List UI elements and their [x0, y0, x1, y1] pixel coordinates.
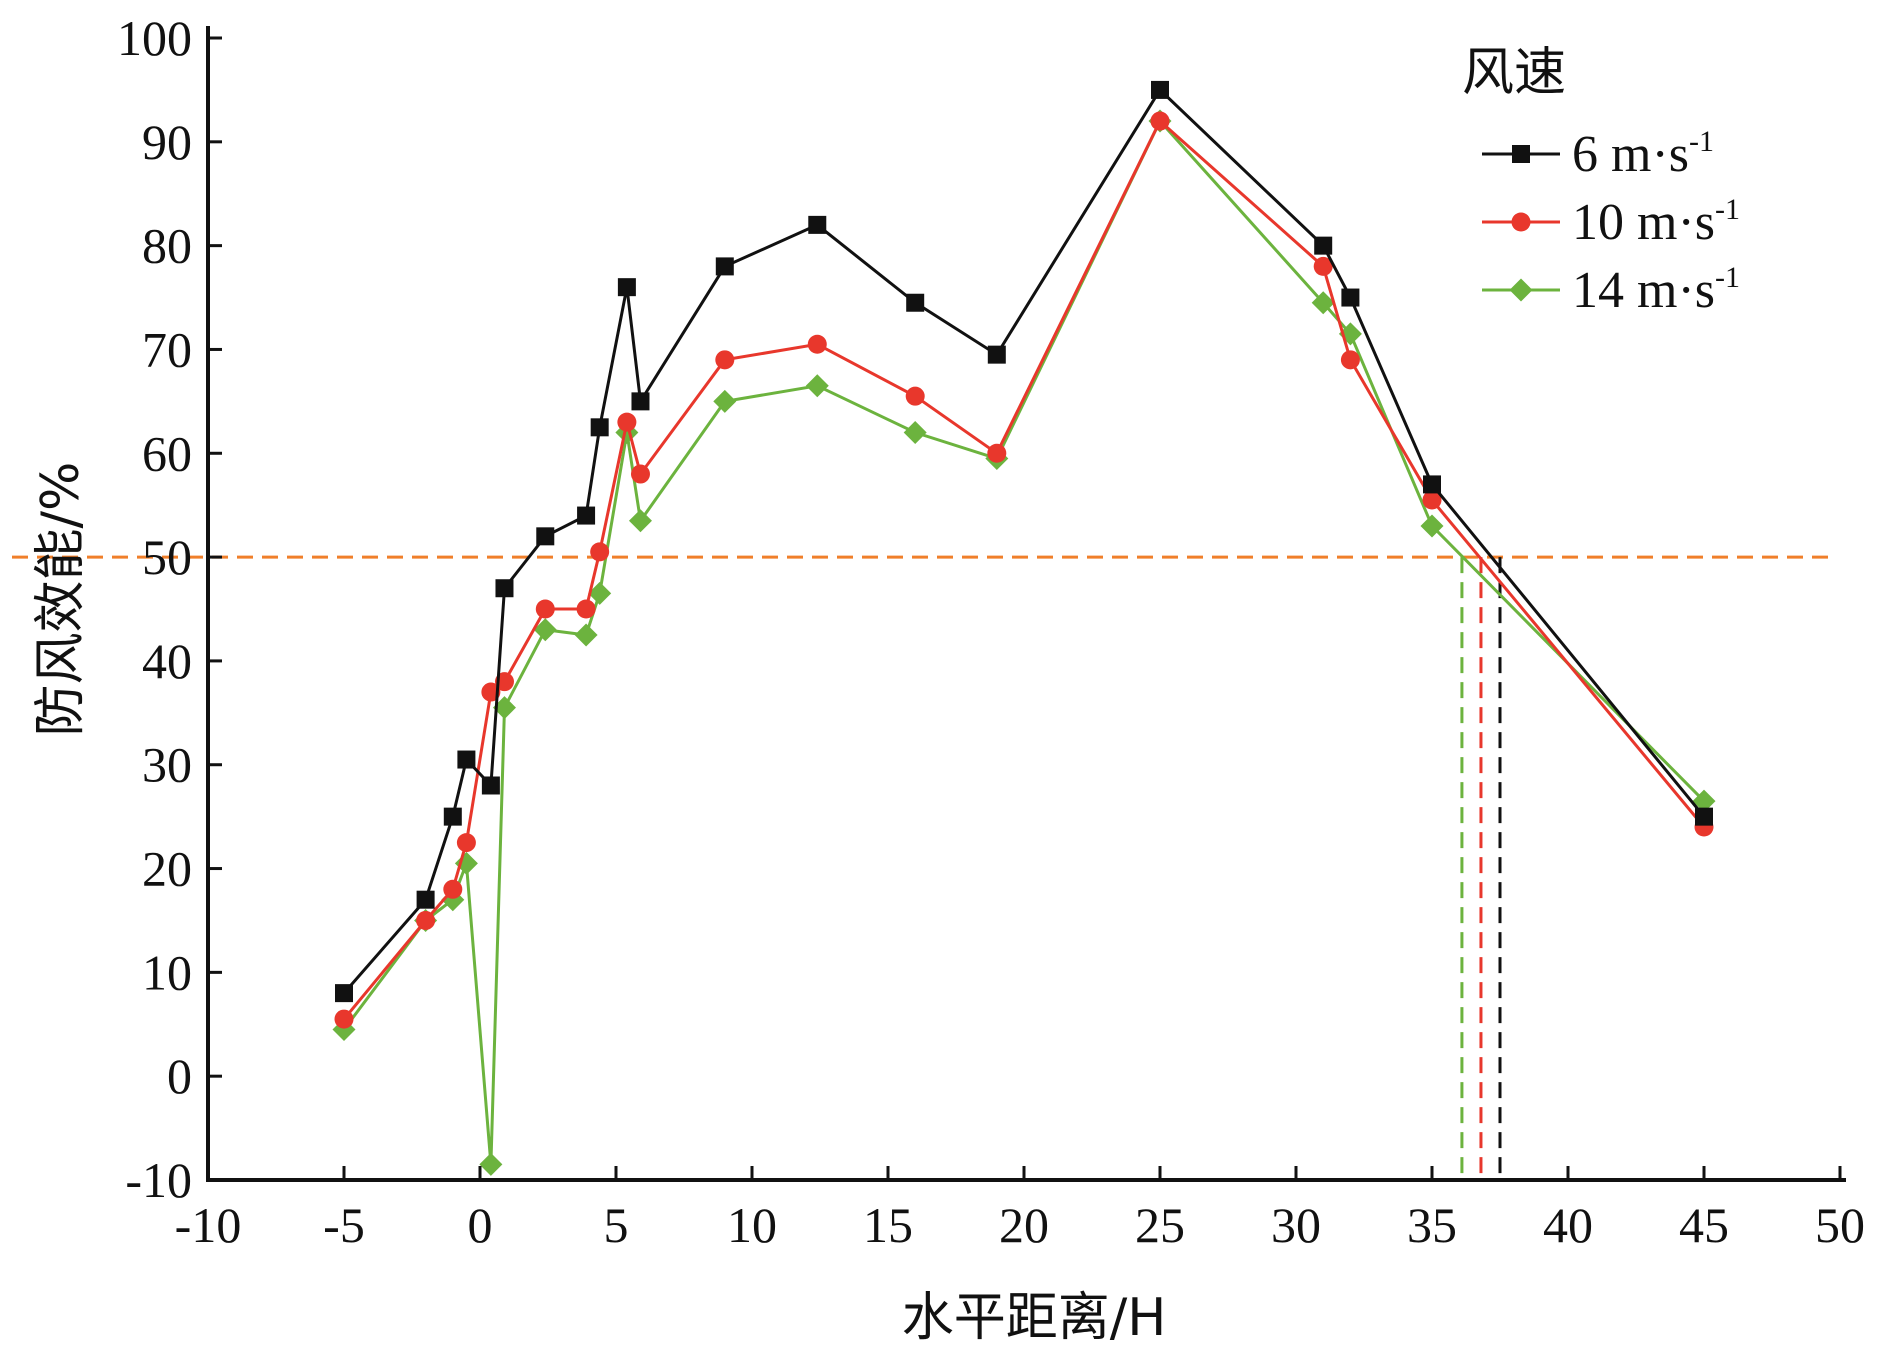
data-point	[1314, 236, 1333, 255]
data-point	[628, 509, 652, 533]
data-point	[1311, 291, 1335, 315]
data-point	[1150, 111, 1170, 131]
data-point	[903, 421, 927, 445]
x-tick-label: 30	[1271, 1197, 1321, 1253]
data-point	[536, 527, 555, 546]
data-point	[807, 334, 827, 354]
x-tick-label: 0	[468, 1197, 493, 1253]
legend-title: 风速	[1462, 43, 1566, 103]
y-tick-label: 90	[142, 114, 192, 170]
y-tick-label: 70	[142, 321, 192, 377]
data-point	[481, 776, 500, 795]
data-point	[457, 750, 476, 769]
data-point	[1695, 807, 1713, 826]
x-axis-title: 水平距离/H	[902, 1288, 1167, 1348]
series-3	[332, 109, 1716, 1176]
data-point	[987, 443, 1007, 463]
legend-item-3: 14 m·s-1	[1482, 261, 1740, 319]
data-point	[495, 579, 514, 598]
x-tick-label: 50	[1815, 1197, 1865, 1253]
data-point	[713, 389, 737, 413]
data-point	[443, 807, 462, 826]
data-point	[574, 623, 598, 647]
x-tick-label: 20	[999, 1197, 1049, 1253]
data-point	[715, 257, 734, 276]
data-point	[987, 345, 1006, 364]
legend: 风速6 m·s-1 10 m·s-1 14 m·s-1	[1462, 43, 1740, 319]
data-point	[1423, 475, 1441, 494]
data-point	[590, 542, 610, 562]
x-tick-label: 35	[1407, 1197, 1457, 1253]
data-point	[479, 1152, 503, 1176]
data-point	[1420, 514, 1444, 538]
x-tick-label: -5	[323, 1197, 365, 1253]
data-point	[535, 599, 555, 619]
legend-marker	[1512, 145, 1530, 163]
data-point	[590, 418, 609, 437]
series-line-2	[342, 118, 1706, 1021]
data-point	[808, 215, 827, 234]
x-tick-label: 10	[727, 1197, 777, 1253]
y-tick-label: 60	[142, 425, 192, 481]
data-point	[588, 581, 612, 605]
data-point	[905, 386, 925, 406]
data-point	[1313, 256, 1333, 276]
series-2	[334, 111, 1714, 1029]
data-point	[1151, 80, 1169, 99]
data-point	[533, 618, 557, 642]
data-point	[631, 392, 650, 411]
legend-label-superscript: -1	[1715, 193, 1740, 226]
y-tick-label: -10	[125, 1152, 192, 1208]
data-point	[630, 464, 650, 484]
legend-label: 14 m·s-1	[1572, 261, 1740, 319]
y-tick-label: 40	[142, 633, 192, 689]
data-point	[577, 506, 596, 525]
axes: -10 -5 0 5 10 15 20 25 30 35 40 45 50 -10 0 10 20 30 40 50 6…	[31, 10, 1865, 1348]
data-point	[416, 910, 436, 930]
data-point	[492, 696, 516, 720]
data-point	[1422, 490, 1442, 510]
data-point	[335, 984, 353, 1003]
data-point	[576, 599, 596, 619]
y-tick-label: 30	[142, 737, 192, 793]
legend-label: 6 m·s-1	[1572, 125, 1714, 183]
plot-area	[12, 80, 1834, 1180]
legend-marker	[1509, 278, 1533, 302]
data-point	[334, 1009, 354, 1029]
data-point	[1341, 288, 1360, 307]
data-point	[1692, 789, 1716, 813]
series-1	[335, 80, 1713, 1003]
data-point	[1340, 350, 1360, 370]
data-point	[715, 350, 735, 370]
y-tick-label: 10	[142, 944, 192, 1000]
data-point	[805, 374, 829, 398]
legend-item-2: 10 m·s-1	[1482, 193, 1740, 251]
data-point	[906, 293, 925, 312]
legend-marker	[1511, 212, 1531, 232]
x-tick-label: 45	[1679, 1197, 1729, 1253]
x-tick-label: 5	[604, 1197, 629, 1253]
y-tick-label: 50	[142, 529, 192, 585]
legend-item-1: 6 m·s-1	[1482, 125, 1714, 183]
data-point	[416, 890, 435, 909]
y-tick-label: 0	[167, 1048, 192, 1104]
x-tick-label: -10	[175, 1197, 242, 1253]
x-tick-label: 15	[863, 1197, 913, 1253]
data-point	[617, 412, 637, 432]
y-tick-label: 100	[117, 10, 192, 66]
x-tick-label: 25	[1135, 1197, 1185, 1253]
legend-label: 10 m·s-1	[1572, 193, 1740, 251]
data-point	[443, 879, 463, 899]
y-tick-label: 80	[142, 218, 192, 274]
y-axis-title: 防风效能/%	[31, 462, 91, 737]
y-tick-label: 20	[142, 841, 192, 897]
data-point	[456, 833, 476, 853]
legend-label-superscript: -1	[1689, 125, 1714, 158]
legend-label-superscript: -1	[1715, 261, 1740, 294]
x-tick-label: 40	[1543, 1197, 1593, 1253]
data-point	[617, 278, 636, 297]
